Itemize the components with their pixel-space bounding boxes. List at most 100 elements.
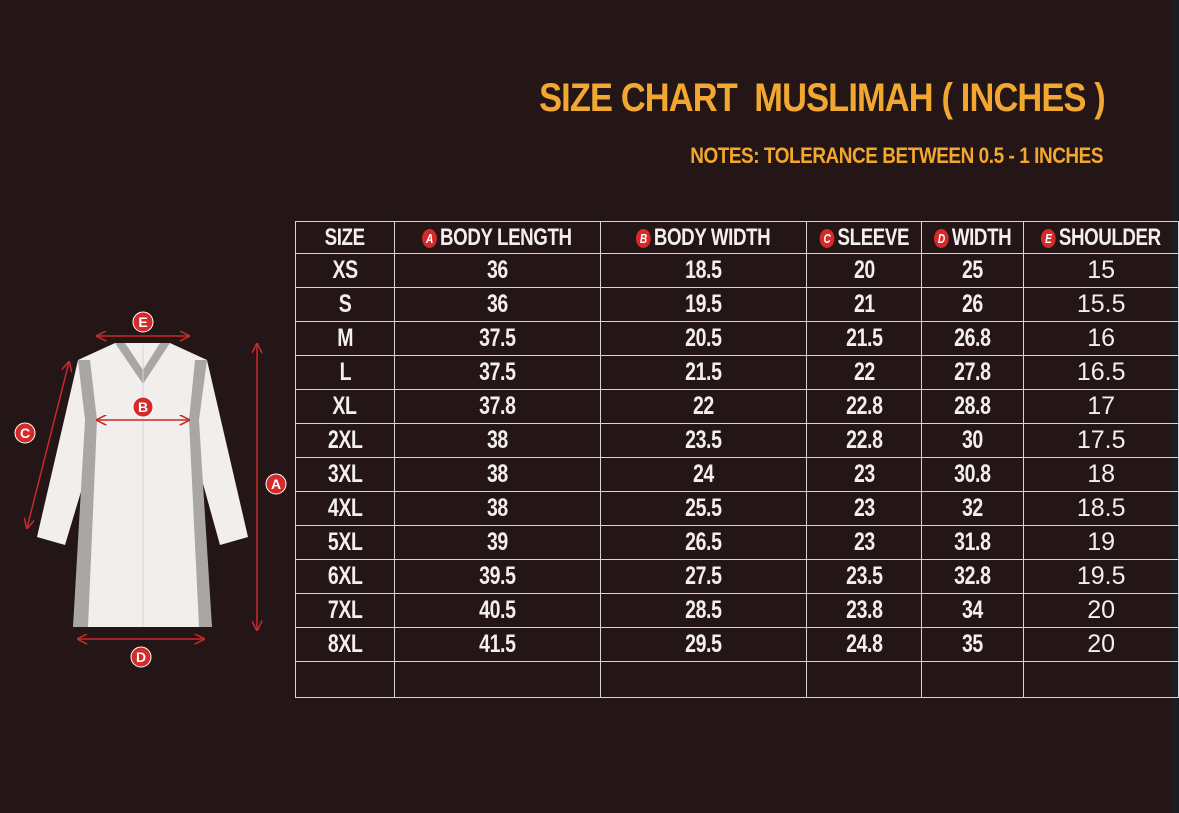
cell-value: 26.8 [954,324,992,352]
empty-cell [921,661,1025,698]
table-cell: 38 [393,423,601,458]
badge-c: C [14,422,36,444]
cell-value: 25.5 [684,494,722,522]
table-cell: M [295,321,395,356]
cell-value: 23 [853,528,875,556]
table-cell: 18.5 [599,253,807,288]
table-cell: 19.5 [599,287,807,322]
cell-value: 23.5 [684,426,722,454]
table-row: 7XL 40.5 28.5 23.8 34 20 [295,593,1179,628]
table-cell: 2XL [295,423,395,458]
badge-e: E [132,311,154,333]
table-cell: 23 [805,525,923,560]
header-text: D WIDTH [934,225,1012,250]
table-cell: 28.5 [599,593,807,628]
header-label: SIZE [324,223,365,251]
table-cell: 36 [393,253,601,288]
cell-value: 17.5 [1076,426,1126,454]
table-cell: 30 [921,423,1025,458]
cell-value: XS [332,256,358,284]
table-cell: 21.5 [805,321,923,356]
cell-value: L [339,358,351,386]
cell-value: 23.8 [845,596,883,624]
cell-value: 17 [1087,392,1116,420]
cell-value: 41.5 [479,630,516,658]
table-cell: 23 [805,491,923,526]
empty-cell [295,661,395,698]
svg-text:A: A [271,476,281,492]
cell-value: 31.8 [954,528,992,556]
cell-value: 20 [1087,630,1116,658]
table-cell: 7XL [295,593,395,628]
empty-cell [393,661,601,698]
cell-value: 24.8 [845,630,883,658]
cell-value: 2XL [327,426,363,454]
cell-value: 25 [962,256,984,284]
cell-value: 35 [962,630,984,658]
empty-row [295,661,1179,698]
table-cell: XL [295,389,395,424]
cell-value: 22.8 [845,426,883,454]
cell-value: 23 [853,494,875,522]
table-cell: 39 [393,525,601,560]
header-label: SLEEVE [837,223,909,251]
table-cell: 28.8 [921,389,1025,424]
table-cell: 20 [805,253,923,288]
arrow-c [27,362,69,528]
svg-text:C: C [20,425,30,441]
table-cell: 38 [393,491,601,526]
cell-value: 19.5 [684,290,722,318]
cell-value: 22.8 [845,392,883,420]
cell-value: 37.5 [479,358,516,386]
table-cell: 23.5 [599,423,807,458]
table-cell: 37.5 [393,321,601,356]
cell-value: 15.5 [1076,290,1126,318]
cell-value: 21 [853,290,875,318]
page-title: SIZE CHART MUSLIMAH ( INCHES ) [539,76,1106,120]
cell-value: 15 [1087,256,1116,284]
table-cell: 25.5 [599,491,807,526]
table-row: 4XL 38 25.5 23 32 18.5 [295,491,1179,526]
table-cell: 18 [1023,457,1179,492]
header-text: A BODY LENGTH [422,225,572,250]
table-cell: 5XL [295,525,395,560]
cell-value: 16 [1087,324,1116,352]
table-row: 8XL 41.5 29.5 24.8 35 20 [295,627,1179,662]
cell-value: XL [332,392,358,420]
table-cell: 4XL [295,491,395,526]
table-cell: 26 [921,287,1025,322]
table-cell: 22 [599,389,807,424]
cell-value: 27.8 [954,358,992,386]
table-cell: 22.8 [805,423,923,458]
cell-value: 18 [1087,460,1116,488]
table-cell: 19 [1023,525,1179,560]
table-cell: 15 [1023,253,1179,288]
badge-d-icon: D [934,228,949,248]
table-row: XL 37.8 22 22.8 28.8 17 [295,389,1179,424]
header-text: E SHOULDER [1041,225,1161,250]
column-header: B BODY WIDTH [599,221,807,254]
table-cell: 15.5 [1023,287,1179,322]
badge-e-icon: E [1041,228,1057,248]
svg-text:B: B [138,399,148,415]
cell-value: 6XL [327,562,363,590]
cell-value: 20 [853,256,875,284]
badge-a: A [265,473,287,495]
cell-value: 37.8 [479,392,516,420]
cell-value: 23 [853,460,875,488]
cell-value: 39.5 [479,562,516,590]
cell-value: 21.5 [684,358,722,386]
cell-value: 38 [486,426,508,454]
table-cell: 16 [1023,321,1179,356]
table-row: 6XL 39.5 27.5 23.5 32.8 19.5 [295,559,1179,594]
cell-value: 3XL [327,460,363,488]
badge-b: B [132,396,154,418]
column-header: C SLEEVE [805,221,923,254]
cell-value: 38 [486,460,508,488]
table-cell: 21 [805,287,923,322]
table-cell: 40.5 [393,593,601,628]
table-cell: L [295,355,395,390]
cell-value: 24 [692,460,714,488]
cell-value: 23.5 [845,562,883,590]
badge-d: D [130,646,152,668]
